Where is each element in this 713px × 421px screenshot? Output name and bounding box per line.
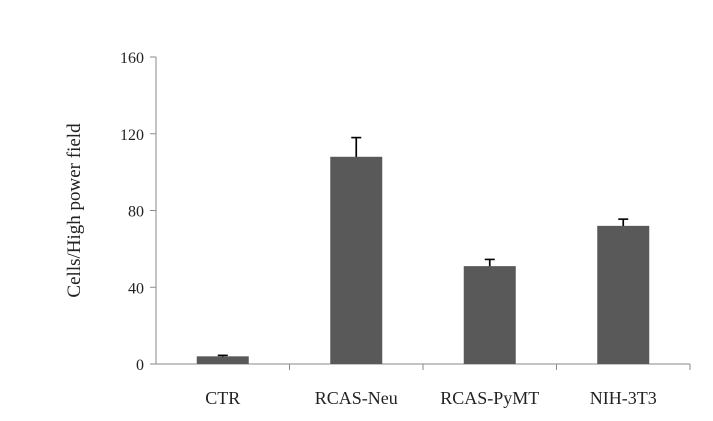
y-tick-label: 160 xyxy=(120,50,144,67)
y-tick-label: 120 xyxy=(120,127,144,144)
y-axis-label: Cells/High power field xyxy=(64,123,85,298)
bar-rcas-neu xyxy=(330,156,383,364)
y-tick-label: 0 xyxy=(136,357,144,374)
bars xyxy=(196,156,691,370)
category-label: RCAS-Neu xyxy=(315,388,398,408)
y-ticks: 0 40 80 120 160 xyxy=(120,50,156,374)
category-label: RCAS-PyMT xyxy=(440,388,539,408)
category-label: CTR xyxy=(205,388,240,408)
error-bars xyxy=(217,136,629,357)
bar-rcas-pymt xyxy=(463,266,516,364)
category-labels: CTR RCAS-Neu RCAS-PyMT NIH-3T3 xyxy=(205,388,657,408)
bar-nih-3t3 xyxy=(597,225,650,364)
category-label: NIH-3T3 xyxy=(590,388,657,408)
y-tick-label: 80 xyxy=(128,204,144,221)
y-tick-label: 40 xyxy=(128,280,144,297)
bar-ctr xyxy=(196,356,249,364)
